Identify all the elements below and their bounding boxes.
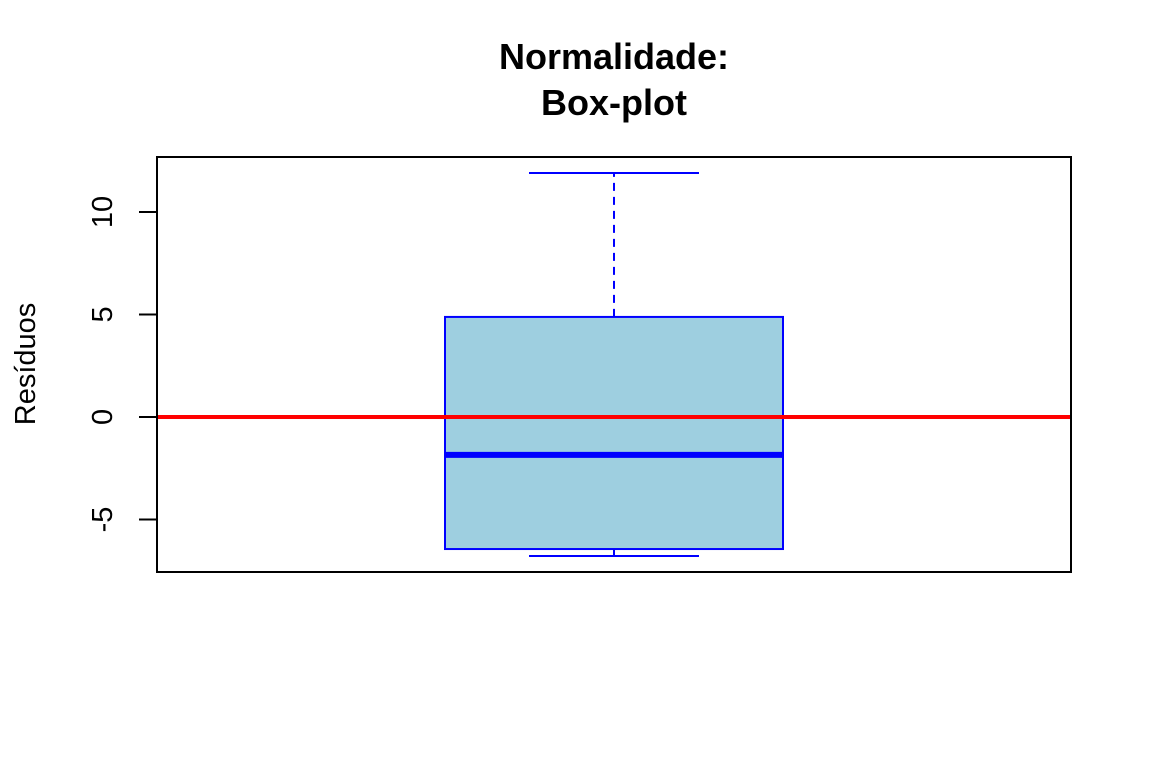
box-iqr: [444, 315, 784, 551]
y-tick-label: 0: [87, 409, 119, 425]
y-tick-label: -5: [87, 507, 119, 533]
y-axis-label: Resíduos: [10, 303, 42, 426]
y-tick-label: 10: [87, 196, 119, 228]
chart-title-line-1: Normalidade:: [499, 36, 729, 77]
chart-title-line-2: Box-plot: [541, 82, 687, 123]
y-tick-label: 5: [87, 306, 119, 322]
